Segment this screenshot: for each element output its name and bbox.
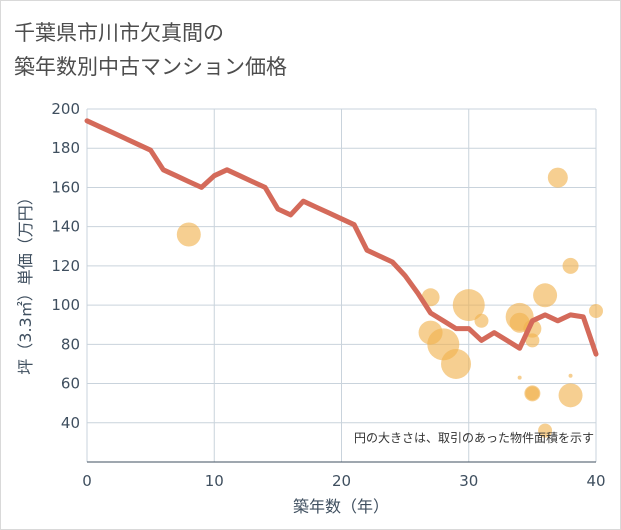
chart-title-line2: 築年数別中古マンション価格 [14, 55, 287, 79]
y-tick-label: 80 [61, 335, 80, 353]
size-note: 円の大きさは、取引のあった物件面積を示す [354, 430, 594, 445]
y-tick-label: 140 [51, 218, 80, 236]
x-tick-label: 0 [82, 472, 92, 490]
bubbles [176, 167, 603, 438]
chart-title: 千葉県市川市欠真間の 築年数別中古マンション価格 [14, 16, 287, 84]
x-tick-label: 30 [459, 472, 478, 490]
bubble-point [474, 313, 489, 328]
bubble-point [176, 222, 201, 247]
bubble-point [547, 167, 568, 188]
y-ticks: 40 60 80 100 120 140 160 180 200 [51, 100, 80, 432]
grid [87, 108, 596, 462]
bubble-point [524, 385, 541, 402]
x-axis-label: 築年数（年） [293, 497, 389, 516]
chart-title-line1: 千葉県市川市欠真間の [14, 21, 224, 45]
bubble-point [525, 333, 540, 348]
bubble-point [533, 283, 558, 308]
trend-line-group [84, 118, 599, 357]
bubble-point [517, 375, 522, 380]
y-tick-label: 180 [51, 139, 80, 157]
y-tick-label: 120 [51, 257, 80, 275]
y-tick-label: 100 [51, 296, 80, 314]
x-tick-label: 40 [586, 472, 605, 490]
y-tick-label: 160 [51, 178, 80, 196]
bubble-point [589, 303, 603, 318]
bubble-point [441, 348, 472, 379]
x-tick-label: 20 [332, 472, 351, 490]
bubble-point [538, 423, 553, 438]
bubble-point [562, 257, 579, 274]
x-tick-label: 10 [205, 472, 224, 490]
bubble-point [452, 289, 485, 322]
y-tick-label: 40 [61, 414, 80, 432]
x-ticks: 0 10 20 30 40 [82, 472, 605, 490]
plot-border [86, 108, 597, 463]
bubble-point [568, 373, 573, 378]
y-axis-label: 坪（3.3㎡）単価（万円） [16, 189, 35, 374]
y-tick-label: 60 [61, 375, 80, 393]
y-tick-label: 200 [51, 100, 80, 118]
trend-line [84, 118, 599, 357]
bubble-point [558, 383, 583, 408]
